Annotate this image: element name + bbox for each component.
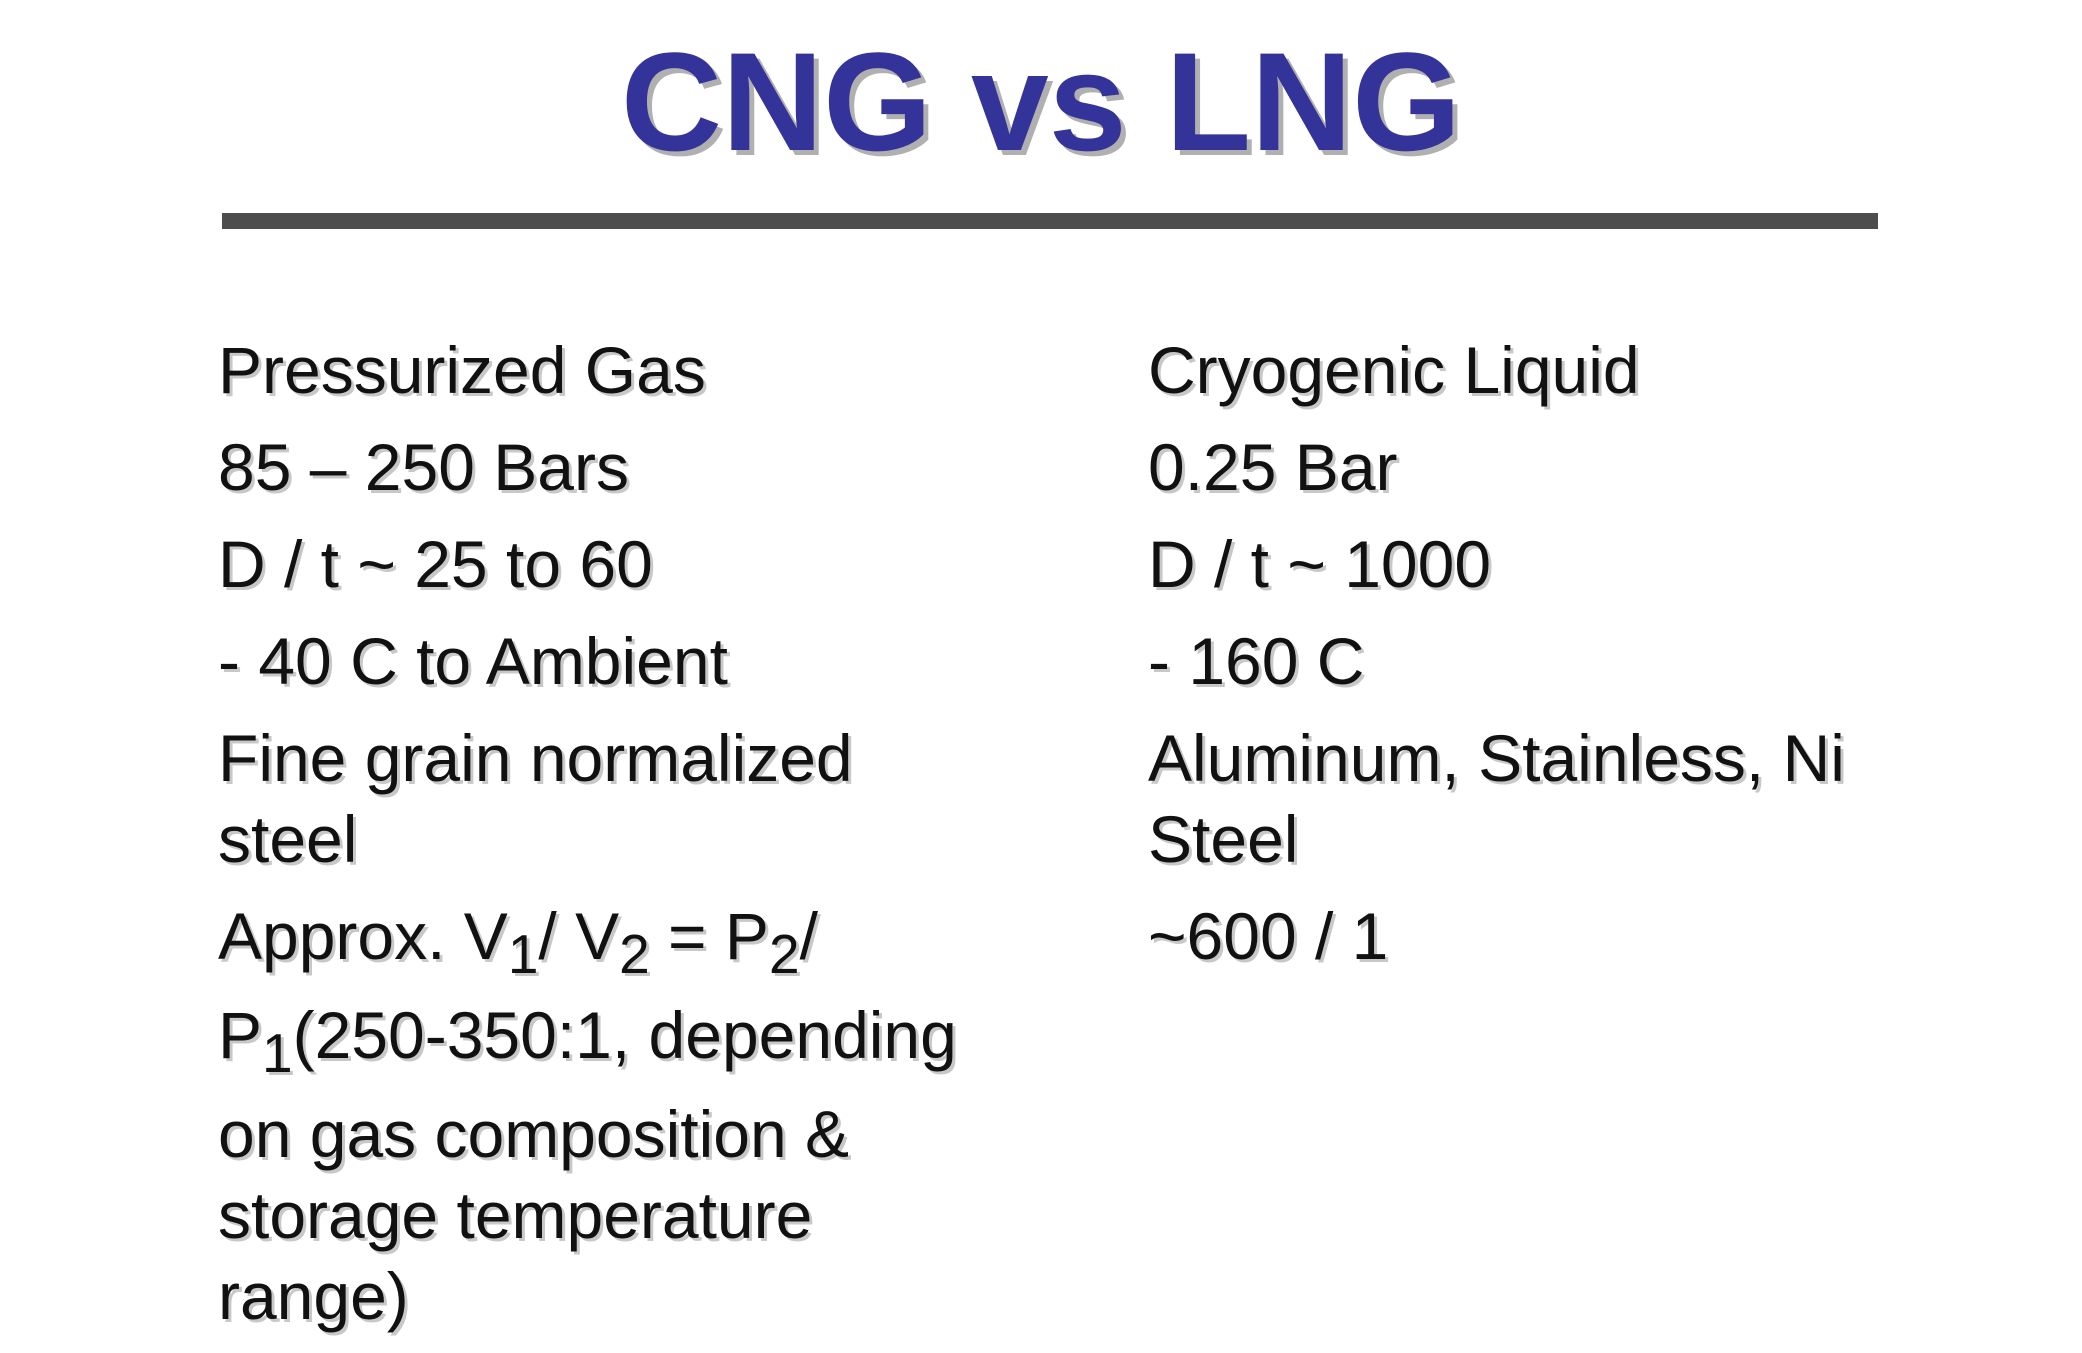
- item-text: Pressurized Gas: [218, 333, 706, 407]
- item-text: Cryogenic Liquid: [1148, 333, 1640, 407]
- item-text: 0.25 Bar: [1148, 430, 1398, 504]
- subscript: 2: [768, 923, 800, 986]
- bullet-item: D / t ~ 25 to 60: [140, 524, 978, 605]
- bullet-item: Cryogenic Liquid: [1070, 330, 1908, 411]
- title-rule: [222, 213, 1878, 229]
- item-text: ~600 / 1: [1148, 899, 1389, 973]
- bullet-item: ~600 / 1: [1070, 896, 1908, 977]
- item-text: D / t ~ 1000: [1148, 527, 1492, 601]
- right-list: Cryogenic Liquid 0.25 Bar D / t ~ 1000 - 16…: [1070, 330, 1910, 993]
- item-text: D / t ~ 25 to 60: [218, 527, 653, 601]
- formula-text: = P: [649, 899, 769, 973]
- formula: Approx. V1/ V2 = P2/ P1: [218, 899, 818, 1084]
- bullet-item: Pressurized Gas: [140, 330, 978, 411]
- bullet-item: Fine grain normalized steel: [140, 718, 978, 880]
- bullet-item: 0.25 Bar: [1070, 427, 1908, 508]
- bullet-item: Approx. V1/ V2 = P2/ P1(250-350:1, depen…: [140, 896, 978, 1337]
- subscript: 1: [262, 1022, 293, 1085]
- bullet-item: - 40 C to Ambient: [140, 621, 978, 702]
- slide: CNG vs LNG Pressurized Gas 85 – 250 Bars D…: [218, 23, 1910, 1334]
- bullet-item: Aluminum, Stainless, Ni Steel: [1070, 718, 1908, 880]
- item-text: - 160 C: [1148, 624, 1365, 698]
- item-text: Aluminum, Stainless, Ni Steel: [1148, 721, 1845, 876]
- slide-title: CNG vs LNG: [620, 23, 1462, 180]
- bullet-item: 85 – 250 Bars: [140, 427, 978, 508]
- subscript: 1: [507, 923, 539, 986]
- formula-text: / V: [538, 899, 620, 973]
- subscript: 2: [619, 923, 650, 986]
- note: (250-350:1, depending on gas composition…: [218, 998, 957, 1334]
- bullet-item: - 160 C: [1070, 621, 1908, 702]
- item-text: 85 – 250 Bars: [218, 430, 629, 504]
- item-text: Fine grain normalized steel: [218, 721, 853, 876]
- bullet-item: D / t ~ 1000: [1070, 524, 1908, 605]
- formula-text: / P: [218, 899, 818, 1073]
- item-text: - 40 C to Ambient: [218, 624, 728, 698]
- left-list: Pressurized Gas 85 – 250 Bars D / t ~ 25 t…: [140, 330, 980, 1353]
- formula-text: Approx. V: [218, 899, 508, 973]
